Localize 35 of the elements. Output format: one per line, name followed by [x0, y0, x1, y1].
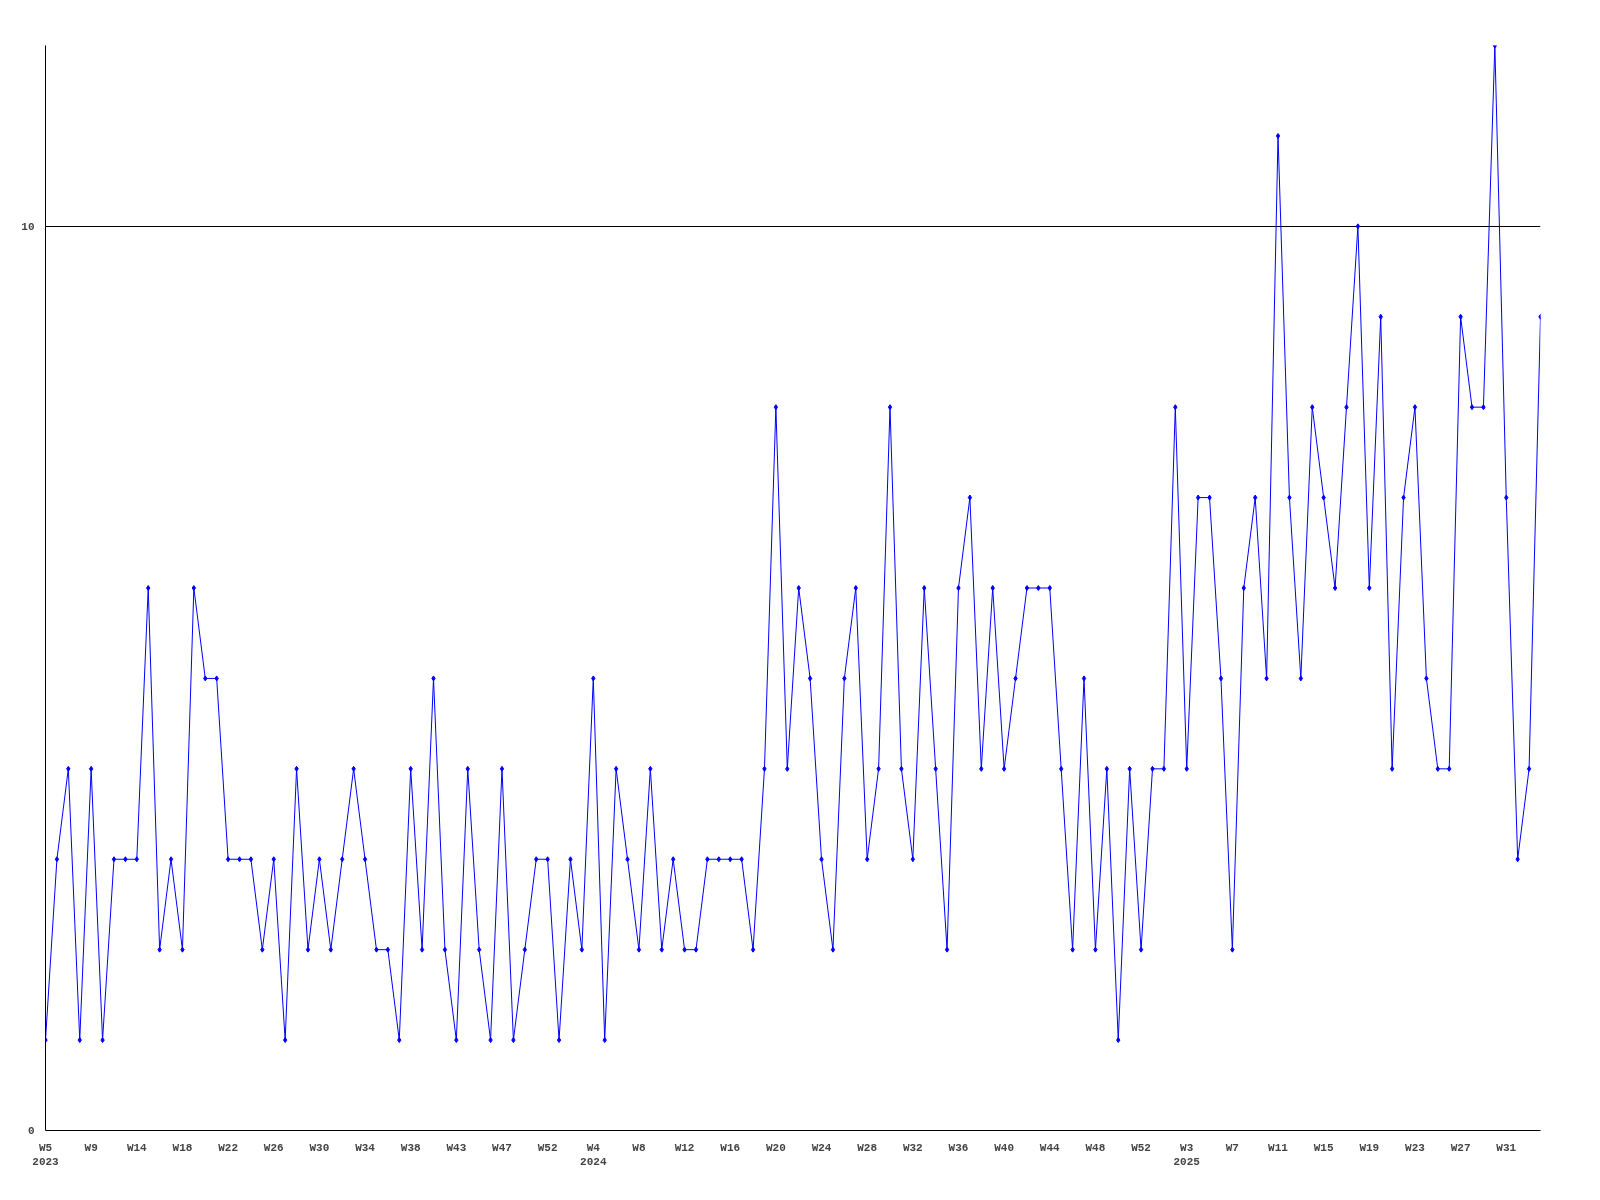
x-tick-label: W23 — [1405, 1141, 1426, 1154]
x-tick-label: W38 — [400, 1141, 421, 1154]
x-tick-label: W11 — [1268, 1141, 1289, 1154]
x-tick-label: W47 — [492, 1141, 512, 1154]
x-tick-label: W36 — [948, 1141, 969, 1154]
x-tick-label: W3 2025 — [1173, 1141, 1201, 1168]
x-tick-label: W34 — [355, 1141, 376, 1154]
x-tick-label: W48 — [1085, 1141, 1106, 1154]
x-tick-label: W12 — [674, 1141, 695, 1154]
x-tick-label: W18 — [172, 1141, 193, 1154]
x-tick-label: W14 — [126, 1141, 148, 1154]
x-tick-label: W27 — [1450, 1141, 1471, 1154]
x-tick-label: W16 — [720, 1141, 741, 1154]
x-tick-label: W8 — [632, 1141, 646, 1154]
y-tick-label: 10 — [21, 220, 35, 233]
x-tick-label: W4 2024 — [580, 1141, 607, 1168]
x-tick-label: W15 — [1313, 1141, 1334, 1154]
x-tick-label: W31 — [1496, 1141, 1517, 1154]
x-tick-label: W26 — [263, 1141, 284, 1154]
x-tick-label: W19 — [1359, 1141, 1380, 1154]
x-tick-label: W7 — [1225, 1141, 1239, 1154]
x-tick-label: W20 — [765, 1141, 786, 1154]
x-tick-label: W43 — [446, 1141, 467, 1154]
x-tick-label: W52 — [1131, 1141, 1151, 1154]
x-tick-label: W24 — [811, 1141, 832, 1154]
x-tick-label: W32 — [902, 1141, 923, 1154]
x-tick-label: W52 — [537, 1141, 558, 1154]
x-tick-label: W30 — [309, 1141, 330, 1154]
x-tick-label: W5 2023 — [32, 1141, 60, 1168]
x-tick-label: W9 — [84, 1141, 98, 1154]
x-tick-label: W40 — [994, 1141, 1015, 1154]
x-tick-label: W22 — [218, 1141, 239, 1154]
x-tick-label: W44 — [1039, 1141, 1061, 1154]
y-tick-label: 0 — [27, 1125, 35, 1137]
x-tick-label: W28 — [857, 1141, 878, 1154]
